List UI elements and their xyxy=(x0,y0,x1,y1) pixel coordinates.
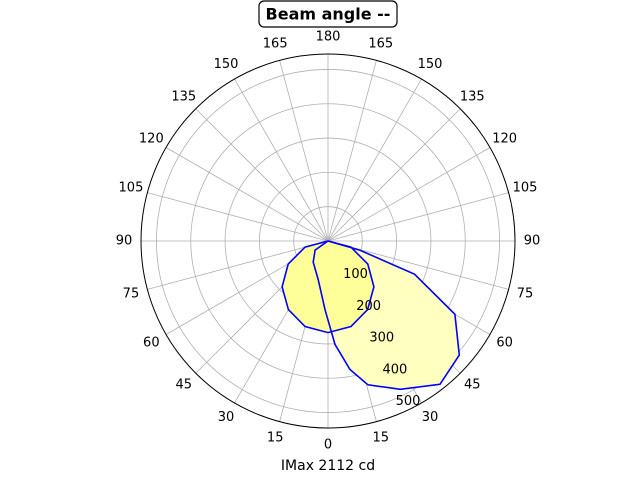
theta-tick-label: 0 xyxy=(324,438,332,453)
theta-tick-label: 105 xyxy=(513,181,538,196)
grid-spoke xyxy=(327,147,491,242)
theta-tick-label: 120 xyxy=(492,132,517,147)
grid-spoke xyxy=(327,108,461,242)
grid-spoke xyxy=(234,78,329,242)
theta-tick-label: 90 xyxy=(116,234,133,249)
r-tick-label: 400 xyxy=(383,362,408,377)
grid-spoke xyxy=(327,78,422,242)
theta-tick-label: 165 xyxy=(263,36,288,51)
grid-spoke xyxy=(165,147,329,242)
theta-tick-label: 165 xyxy=(368,36,393,51)
theta-tick-label: 180 xyxy=(316,30,341,45)
grid-spoke xyxy=(327,192,509,242)
polar-frame xyxy=(140,53,516,429)
theta-tick-label: 135 xyxy=(171,89,196,104)
theta-tick-label: 150 xyxy=(418,57,443,72)
grid-spoke xyxy=(279,60,329,242)
r-tick-label: 500 xyxy=(396,394,421,409)
r-tick-label: 200 xyxy=(356,299,381,314)
theta-tick-label: 30 xyxy=(422,410,439,425)
r-tick-label: 300 xyxy=(369,331,394,346)
grid-spoke xyxy=(147,192,329,242)
series-area xyxy=(282,241,374,333)
theta-tick-label: 150 xyxy=(214,57,239,72)
theta-tick-label: 105 xyxy=(119,181,144,196)
theta-tick-label: 60 xyxy=(143,336,160,351)
theta-tick-label: 75 xyxy=(123,286,140,301)
theta-tick-label: 135 xyxy=(460,89,485,104)
theta-tick-label: 75 xyxy=(517,286,534,301)
r-tick-label: 100 xyxy=(343,267,368,282)
series-line xyxy=(281,240,375,334)
series-line xyxy=(312,240,461,391)
theta-tick-label: 90 xyxy=(524,234,541,249)
chart-title: Beam angle -- xyxy=(266,5,391,24)
title-box xyxy=(258,0,398,28)
theta-tick-label: 15 xyxy=(373,431,390,446)
grid-spoke xyxy=(327,60,377,242)
theta-tick-label: 15 xyxy=(267,431,284,446)
theta-tick-label: 60 xyxy=(496,336,513,351)
grid-spoke xyxy=(147,240,329,290)
theta-tick-label: 45 xyxy=(175,378,192,393)
x-axis-label: IMax 2112 cd xyxy=(281,458,375,474)
theta-tick-label: 30 xyxy=(218,410,235,425)
theta-tick-label: 120 xyxy=(139,132,164,147)
grid-spoke xyxy=(195,108,329,242)
theta-tick-label: 45 xyxy=(464,378,481,393)
